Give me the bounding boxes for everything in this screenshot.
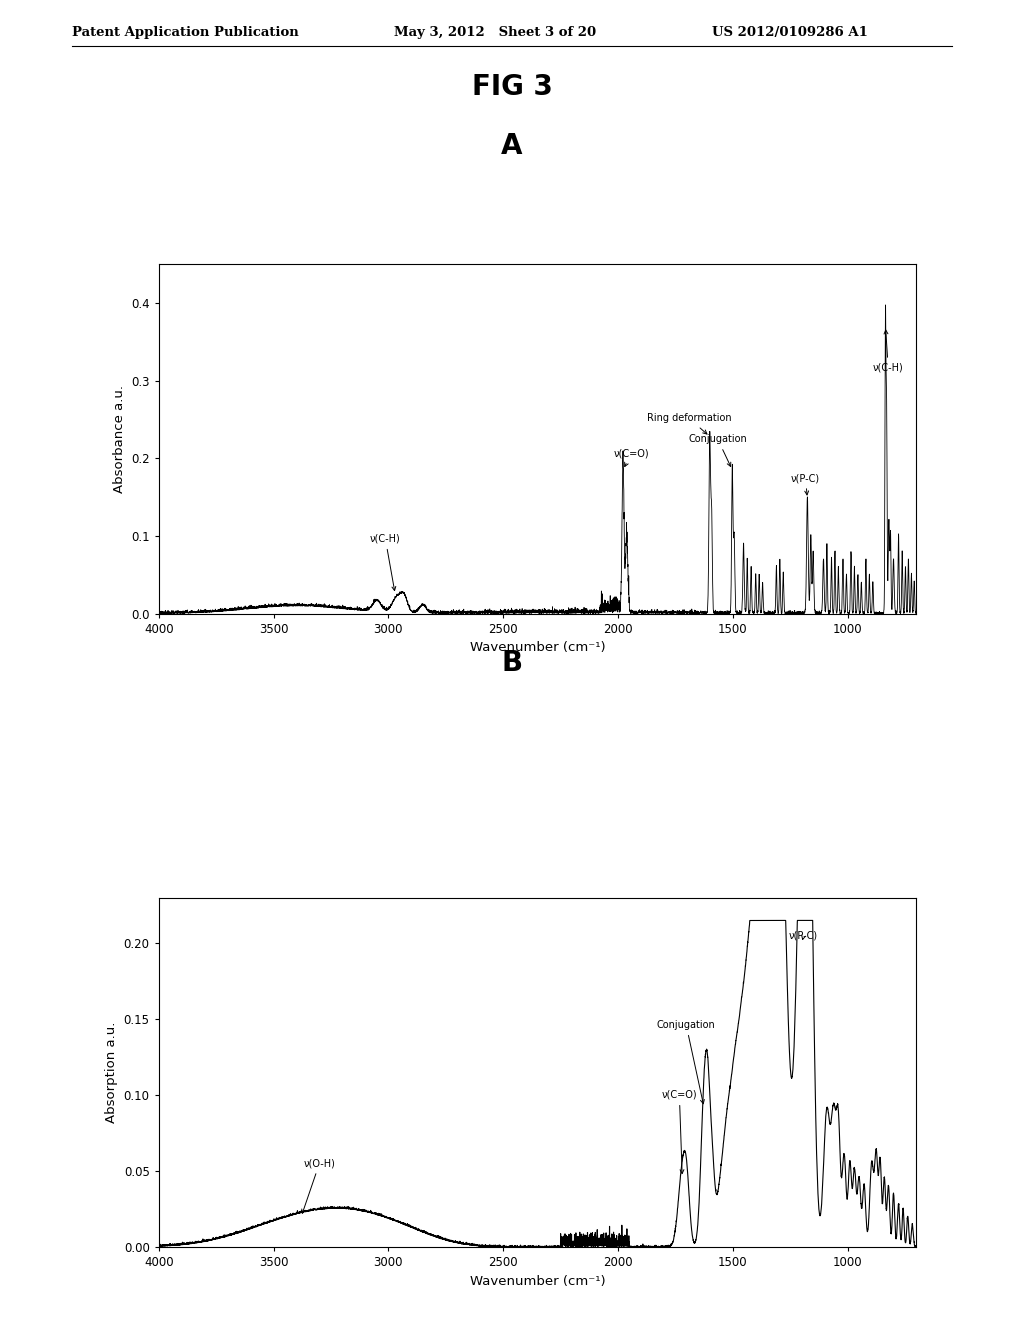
Y-axis label: Absorption a.u.: Absorption a.u.: [105, 1022, 118, 1123]
Text: ν(C-H): ν(C-H): [872, 330, 903, 372]
Text: May 3, 2012   Sheet 3 of 20: May 3, 2012 Sheet 3 of 20: [394, 26, 596, 40]
Text: FIG 3: FIG 3: [472, 73, 552, 100]
Text: Conjugation: Conjugation: [656, 1020, 716, 1104]
Text: A: A: [502, 132, 522, 160]
Text: ν(C-H): ν(C-H): [370, 533, 400, 590]
Text: ν(P-C): ν(P-C): [790, 931, 818, 941]
X-axis label: Wavenumber (cm⁻¹): Wavenumber (cm⁻¹): [470, 1275, 605, 1288]
Text: B: B: [502, 649, 522, 677]
Text: ν(O-H): ν(O-H): [302, 1159, 336, 1213]
X-axis label: Wavenumber (cm⁻¹): Wavenumber (cm⁻¹): [470, 642, 605, 655]
Y-axis label: Absorbance a.u.: Absorbance a.u.: [113, 385, 126, 492]
Text: Patent Application Publication: Patent Application Publication: [72, 26, 298, 40]
Text: ν(C=O): ν(C=O): [613, 449, 649, 466]
Text: Conjugation: Conjugation: [688, 434, 748, 466]
Text: ν(C=O): ν(C=O): [662, 1090, 697, 1173]
Text: ν(P-C): ν(P-C): [791, 473, 820, 495]
Text: US 2012/0109286 A1: US 2012/0109286 A1: [712, 26, 867, 40]
Text: Ring deformation: Ring deformation: [647, 413, 731, 434]
